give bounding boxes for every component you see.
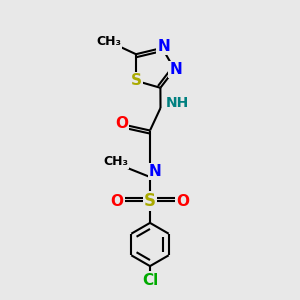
Text: N: N xyxy=(149,164,162,179)
Text: S: S xyxy=(130,73,142,88)
Text: S: S xyxy=(144,192,156,210)
Text: O: O xyxy=(115,116,128,130)
Text: CH₃: CH₃ xyxy=(96,35,121,48)
Text: N: N xyxy=(157,39,170,54)
Text: O: O xyxy=(110,194,124,208)
Text: CH₃: CH₃ xyxy=(103,155,128,168)
Text: N: N xyxy=(169,62,182,77)
Text: NH: NH xyxy=(165,97,189,110)
Text: O: O xyxy=(176,194,190,208)
Text: Cl: Cl xyxy=(142,273,158,288)
